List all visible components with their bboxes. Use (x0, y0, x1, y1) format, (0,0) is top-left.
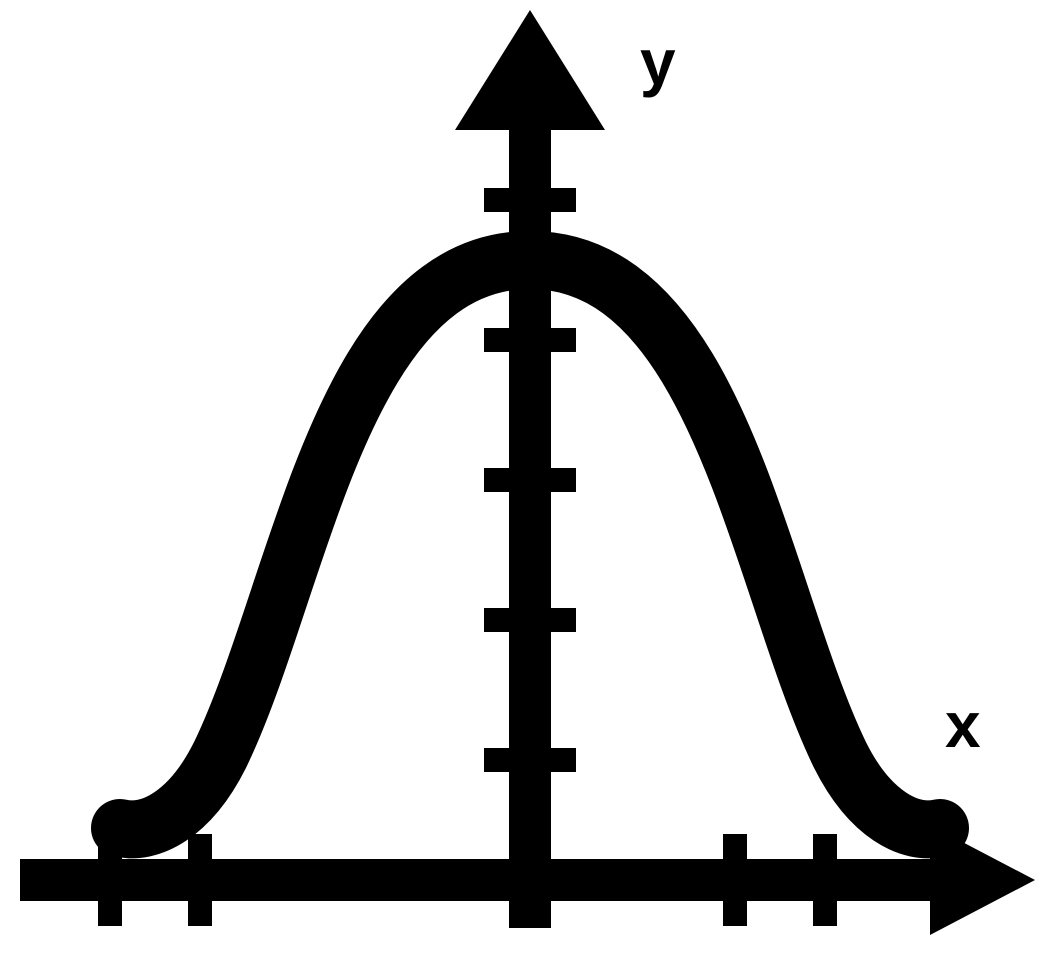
bell-curve-graph-icon (0, 0, 1061, 980)
y-axis-label: y (640, 25, 676, 99)
x-axis-label: x (945, 688, 981, 762)
